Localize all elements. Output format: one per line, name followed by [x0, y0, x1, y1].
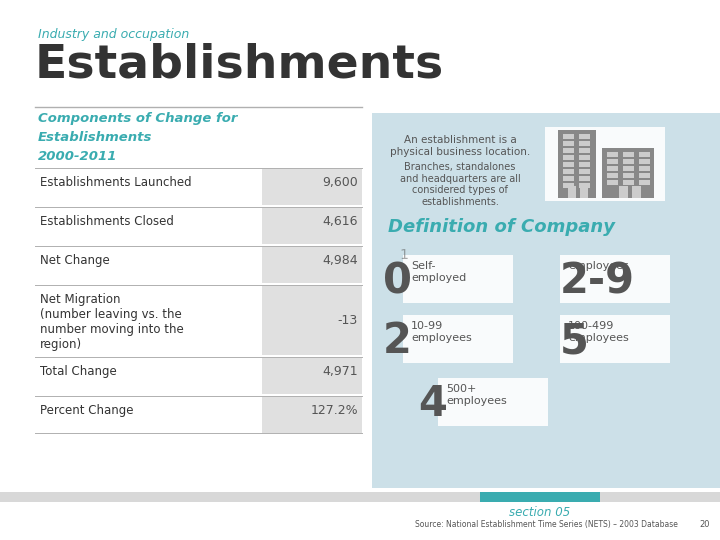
Bar [563, 148, 574, 153]
Bar [563, 183, 574, 188]
Text: section 05: section 05 [509, 506, 571, 519]
Text: Self-
employed: Self- employed [411, 261, 467, 282]
Bar [579, 169, 590, 174]
Bar [607, 173, 618, 178]
Text: 0: 0 [383, 260, 412, 302]
Bar [545, 127, 665, 201]
Bar [579, 183, 590, 188]
Bar [607, 152, 618, 157]
Text: Branches, standalones
and headquarters are all
considered types of
establishment: Branches, standalones and headquarters a… [400, 162, 521, 207]
Bar [579, 148, 590, 153]
Bar [623, 152, 634, 157]
Bar [262, 285, 362, 355]
Bar [560, 255, 670, 303]
Bar [120, 492, 240, 502]
Bar [372, 113, 720, 488]
Bar [639, 173, 650, 178]
Bar [262, 207, 362, 244]
Bar [403, 315, 513, 363]
Text: 100-499
employees: 100-499 employees [568, 321, 629, 342]
Bar [558, 130, 596, 198]
Bar [560, 315, 670, 363]
Bar [607, 180, 618, 185]
Bar [639, 180, 650, 185]
Text: -13: -13 [338, 314, 358, 327]
Bar [563, 134, 574, 139]
Bar [632, 186, 641, 198]
Bar [568, 186, 576, 198]
Text: 500+
employees: 500+ employees [446, 384, 507, 406]
Text: 1: 1 [399, 248, 408, 262]
Bar [639, 159, 650, 164]
Bar [579, 141, 590, 146]
Bar [623, 159, 634, 164]
Bar [563, 162, 574, 167]
Bar [563, 176, 574, 181]
Bar [0, 492, 120, 502]
Text: An establishment is a
physical business location.: An establishment is a physical business … [390, 135, 530, 157]
Bar [262, 396, 362, 433]
Text: 20: 20 [700, 520, 710, 529]
Bar [619, 186, 628, 198]
Text: 4: 4 [418, 383, 447, 425]
Text: 4,984: 4,984 [323, 254, 358, 267]
Bar [563, 155, 574, 160]
Text: Net Migration
(number leaving vs. the
number moving into the
region): Net Migration (number leaving vs. the nu… [40, 293, 184, 351]
Text: Establishments Launched: Establishments Launched [40, 176, 192, 189]
Text: 4,616: 4,616 [323, 215, 358, 228]
Bar [580, 186, 588, 198]
Bar [563, 169, 574, 174]
Text: Definition of Company: Definition of Company [388, 218, 615, 236]
Bar [240, 492, 360, 502]
Bar [262, 246, 362, 283]
Bar [623, 173, 634, 178]
Bar [579, 155, 590, 160]
Text: 9,600: 9,600 [323, 176, 358, 189]
Text: 5: 5 [560, 320, 589, 362]
Bar [639, 152, 650, 157]
Text: Percent Change: Percent Change [40, 404, 133, 417]
Bar [639, 166, 650, 171]
Bar [607, 159, 618, 164]
Bar [602, 148, 654, 198]
Text: Establishments Closed: Establishments Closed [40, 215, 174, 228]
Bar [262, 357, 362, 394]
Bar [600, 492, 720, 502]
Text: 127.2%: 127.2% [310, 404, 358, 417]
Text: Establishments: Establishments [35, 42, 444, 87]
Text: Total Change: Total Change [40, 365, 117, 378]
Text: 2: 2 [383, 320, 412, 362]
Bar [623, 166, 634, 171]
Text: Net Change: Net Change [40, 254, 109, 267]
Bar [579, 134, 590, 139]
Text: Components of Change for
Establishments
2000-2011: Components of Change for Establishments … [38, 112, 238, 163]
Text: 4,971: 4,971 [323, 365, 358, 378]
Text: 10-99
employees: 10-99 employees [411, 321, 472, 342]
Bar [438, 378, 548, 426]
Bar [579, 162, 590, 167]
Text: Source: National Establishment Time Series (NETS) – 2003 Database: Source: National Establishment Time Seri… [415, 520, 678, 529]
Bar [480, 492, 600, 502]
Bar [623, 180, 634, 185]
Bar [360, 492, 480, 502]
Bar [262, 168, 362, 205]
Text: 2-9: 2-9 [560, 260, 635, 302]
Bar [403, 255, 513, 303]
Bar [607, 166, 618, 171]
Bar [563, 141, 574, 146]
Text: Industry and occupation: Industry and occupation [38, 28, 189, 41]
Text: employees: employees [568, 261, 629, 271]
Bar [579, 176, 590, 181]
